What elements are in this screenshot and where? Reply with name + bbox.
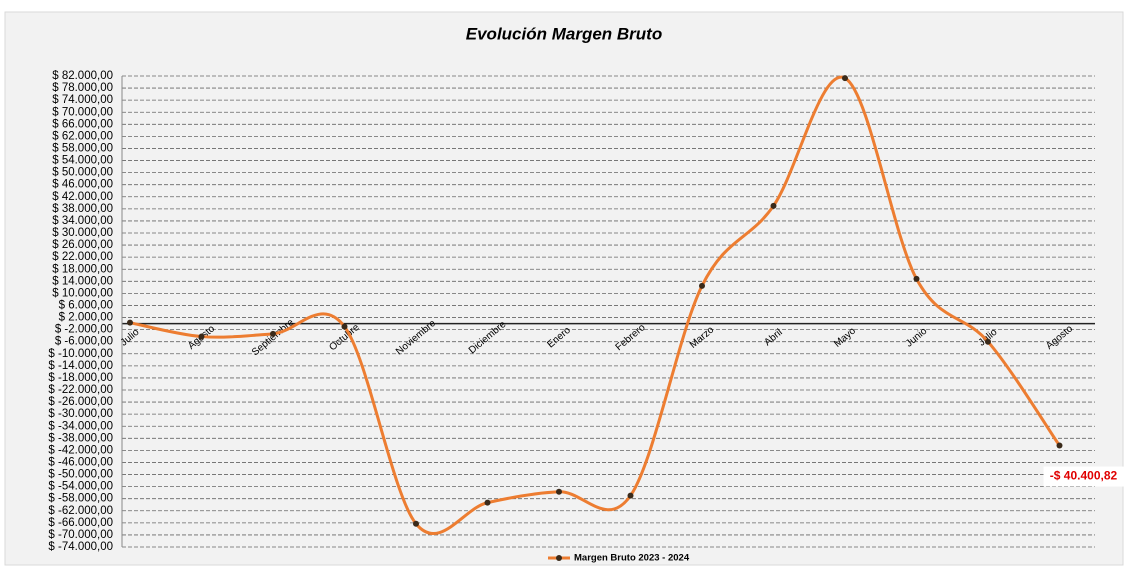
y-tick-label: $ 38.000,00 bbox=[52, 203, 113, 215]
legend-label: Margen Bruto 2023 - 2024 bbox=[574, 553, 690, 564]
y-tick-label: $ 58.000,00 bbox=[52, 142, 113, 154]
y-tick-label: $ -10.000,00 bbox=[48, 348, 113, 360]
y-tick-label: $ 74.000,00 bbox=[52, 94, 113, 106]
data-point bbox=[484, 499, 491, 506]
y-tick-label: $ 22.000,00 bbox=[52, 251, 113, 263]
data-point bbox=[913, 275, 920, 282]
data-point bbox=[413, 520, 419, 527]
y-tick-label: $ 6.000,00 bbox=[59, 299, 113, 311]
y-tick-label: $ -50.000,00 bbox=[48, 469, 113, 481]
data-label-box bbox=[1043, 466, 1124, 487]
y-tick-label: $ -30.000,00 bbox=[48, 408, 113, 420]
data-label: -$ 40.400,82 bbox=[1050, 469, 1118, 483]
y-tick-label: $ -74.000,00 bbox=[48, 541, 113, 553]
chart-background bbox=[4, 11, 1124, 566]
y-tick-label: $ -34.000,00 bbox=[48, 420, 113, 432]
y-tick-label: $ 42.000,00 bbox=[52, 191, 113, 203]
y-tick-label: $ -54.000,00 bbox=[48, 481, 113, 493]
y-tick-label: $ -58.000,00 bbox=[48, 493, 113, 505]
data-point bbox=[556, 488, 562, 495]
y-tick-label: $ 62.000,00 bbox=[52, 130, 113, 142]
y-tick-label: $ -18.000,00 bbox=[48, 372, 113, 384]
y-tick-label: $ 10.000,00 bbox=[52, 287, 113, 299]
y-tick-label: $ -2.000,00 bbox=[55, 324, 113, 336]
y-tick-label: $ -22.000,00 bbox=[48, 384, 113, 396]
y-tick-label: $ 26.000,00 bbox=[52, 239, 113, 251]
y-tick-label: $ 54.000,00 bbox=[52, 155, 113, 167]
data-point bbox=[270, 330, 276, 337]
legend-marker bbox=[556, 555, 562, 561]
y-tick-label: $ -6.000,00 bbox=[55, 336, 113, 348]
y-tick-label: $ 2.000,00 bbox=[59, 312, 113, 324]
y-tick-label: $ -14.000,00 bbox=[48, 360, 113, 372]
y-tick-label: $ -66.000,00 bbox=[48, 517, 113, 529]
y-tick-label: $ -26.000,00 bbox=[48, 396, 113, 408]
y-tick-label: $ 34.000,00 bbox=[52, 215, 113, 227]
y-tick-label: $ -70.000,00 bbox=[48, 529, 113, 541]
y-tick-label: $ 30.000,00 bbox=[52, 227, 113, 239]
y-tick-label: $ 82.000,00 bbox=[52, 70, 113, 82]
y-tick-label: $ 14.000,00 bbox=[52, 275, 113, 287]
data-point bbox=[341, 323, 348, 330]
y-tick-label: $ -42.000,00 bbox=[48, 444, 113, 456]
y-tick-label: $ 18.000,00 bbox=[52, 263, 113, 275]
y-tick-label: $ -46.000,00 bbox=[48, 456, 113, 468]
y-tick-label: $ 70.000,00 bbox=[52, 106, 113, 118]
y-tick-label: $ 46.000,00 bbox=[52, 179, 113, 191]
data-point bbox=[699, 282, 705, 289]
y-tick-label: $ 78.000,00 bbox=[52, 82, 113, 94]
data-point bbox=[985, 338, 991, 345]
data-point bbox=[842, 75, 848, 82]
y-tick-label: $ 50.000,00 bbox=[52, 167, 113, 179]
chart-title: Evolución Margen Bruto bbox=[466, 24, 662, 43]
y-tick-label: $ 66.000,00 bbox=[52, 118, 113, 130]
y-tick-label: $ -38.000,00 bbox=[48, 432, 113, 444]
y-tick-label: $ -62.000,00 bbox=[48, 505, 113, 517]
data-point bbox=[627, 492, 634, 499]
data-point bbox=[127, 319, 133, 326]
data-point bbox=[198, 333, 205, 340]
data-point bbox=[1056, 442, 1063, 449]
data-point bbox=[770, 202, 777, 209]
